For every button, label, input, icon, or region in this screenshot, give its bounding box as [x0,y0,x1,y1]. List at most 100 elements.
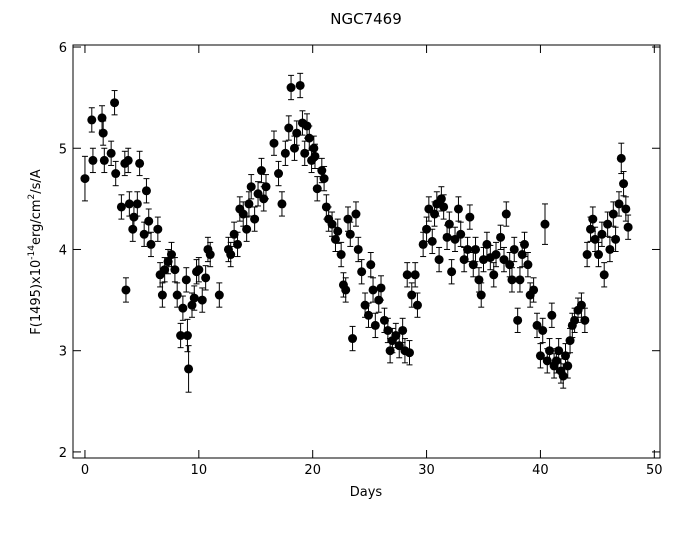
data-point [545,346,555,356]
data-point [256,166,266,176]
data-point [284,123,294,133]
data-point [205,250,215,260]
data-point [170,265,180,275]
data-point [376,283,386,293]
data-point [226,250,236,260]
data-point [594,250,604,260]
data-point [580,315,590,325]
data-point [121,285,131,295]
data-point [619,179,629,189]
data-point [509,244,519,254]
data-point [201,273,211,283]
data-point [608,209,618,219]
data-point [238,209,248,219]
data-point [341,285,351,295]
data-point [453,204,463,214]
data-point [563,361,573,371]
data-point [343,214,353,224]
y-tick-label: 5 [59,142,67,157]
data-point [189,293,199,303]
data-point [439,202,449,212]
data-point [465,212,475,222]
chart-title: NGC7469 [330,10,402,28]
data-point [586,224,596,234]
data-point [519,239,529,249]
data-point [407,290,417,300]
data-point [501,209,511,219]
data-point [269,138,279,148]
data-point [197,295,207,305]
data-point [447,267,457,277]
data-point [383,325,393,335]
data-point [436,194,446,204]
y-label-exponent: -14 [27,245,37,260]
data-point [110,98,120,108]
x-tick-label: 30 [418,463,435,478]
data-point [444,219,454,229]
y-axis-label: F(1495)x10-14erg/cm2/s/A [27,169,44,334]
data-point [242,224,252,234]
data-point [106,148,116,158]
data-point [398,325,408,335]
data-point [491,250,501,260]
data-point [605,244,615,254]
data-point [456,229,466,239]
data-point [430,209,440,219]
data-point [182,331,192,341]
x-tick-label: 20 [304,463,321,478]
x-tick-label: 0 [81,463,89,478]
data-point [547,310,557,320]
data-point [614,199,624,209]
data-point [233,239,243,249]
data-point [442,232,452,242]
data-point [277,199,287,209]
data-point [621,204,631,214]
data-point [603,219,613,229]
x-tick-label: 50 [646,463,663,478]
data-point [611,234,621,244]
x-tick-label: 40 [532,463,549,478]
data-point [479,255,489,265]
data-point [214,290,224,300]
data-point [517,250,527,260]
data-point [599,270,609,280]
data-point [319,174,329,184]
data-point [309,143,319,153]
y-label-unit-exponent: 2 [27,194,37,200]
data-point [132,199,142,209]
y-tick-label: 2 [59,446,67,461]
data-point [280,148,290,158]
data-point [576,300,586,310]
data-point [351,209,361,219]
data-point [194,265,204,275]
data-point [623,222,633,232]
data-point [178,303,188,313]
data-point [261,182,271,192]
data-point [404,348,414,358]
data-point [333,226,343,236]
data-point [505,260,515,270]
y-tick-label: 3 [59,345,67,360]
data-point [317,166,327,176]
data-point [157,290,167,300]
data-point [422,224,432,234]
data-point [402,270,412,280]
y-label-unit: erg/cm [29,199,44,245]
data-point [496,232,506,242]
data-point [116,202,126,212]
data-point [348,334,358,344]
data-point [558,371,568,381]
data-point [476,290,486,300]
data-point [163,257,173,267]
data-point [368,285,378,295]
data-point [286,83,296,93]
data-point [124,199,134,209]
data-point [300,148,310,158]
data-point [565,336,575,346]
data-point [538,325,548,335]
data-point [176,331,186,341]
x-axis-label: Days [350,485,383,500]
data-point [99,155,109,165]
